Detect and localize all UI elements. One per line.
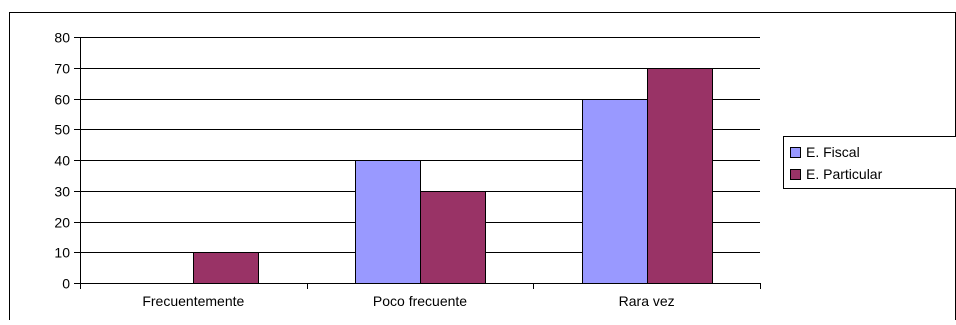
y-tick-label: 50 bbox=[54, 122, 70, 138]
y-tick-label: 80 bbox=[54, 30, 70, 46]
y-tick-label: 60 bbox=[54, 92, 70, 108]
x-tick-label: Frecuentemente bbox=[142, 293, 244, 309]
y-tick-label: 0 bbox=[62, 276, 70, 292]
x-tick-label: Rara vez bbox=[619, 293, 675, 309]
legend-label: E. Fiscal bbox=[806, 144, 860, 160]
bar-particular bbox=[194, 253, 259, 284]
bar-fiscal bbox=[356, 161, 421, 284]
x-tick-label: Poco frecuente bbox=[373, 293, 467, 309]
legend-swatch bbox=[791, 148, 801, 158]
bar-particular bbox=[648, 69, 713, 284]
legend-swatch bbox=[791, 170, 801, 180]
y-tick-label: 10 bbox=[54, 245, 70, 261]
y-tick-label: 20 bbox=[54, 215, 70, 231]
legend-label: E. Particular bbox=[806, 166, 883, 182]
y-tick-label: 70 bbox=[54, 61, 70, 77]
bar-particular bbox=[421, 192, 486, 284]
bar-fiscal bbox=[583, 100, 648, 284]
y-tick-label: 30 bbox=[54, 184, 70, 200]
y-tick-label: 40 bbox=[54, 153, 70, 169]
legend: E. Fiscal E. Particular bbox=[784, 137, 956, 189]
